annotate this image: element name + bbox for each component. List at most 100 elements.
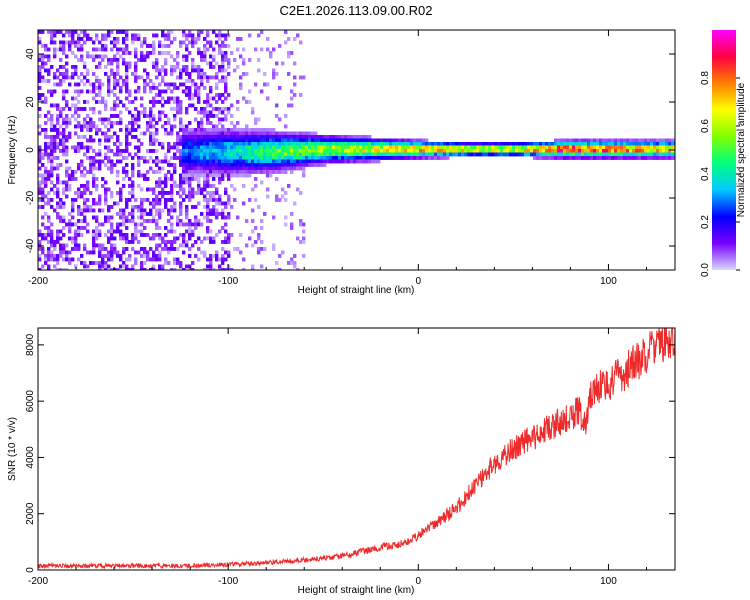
heatmap-cell [185, 166, 189, 171]
heatmap-cell [308, 159, 312, 164]
heatmap-cell [92, 247, 96, 251]
heatmap-cell [77, 124, 81, 129]
heatmap-cell [44, 170, 48, 174]
heatmap-cell [182, 128, 186, 132]
heatmap-cell [170, 187, 174, 192]
heatmap-cell [257, 68, 261, 73]
heatmap-cell [65, 100, 69, 104]
heatmap-cell [182, 180, 186, 185]
heatmap-cell [185, 58, 189, 62]
heatmap-cell [143, 268, 147, 270]
heatmap-cell [200, 107, 204, 111]
heatmap-cell [227, 145, 231, 150]
heatmap-cell [101, 44, 105, 48]
heatmap-cell [56, 163, 60, 167]
heatmap-cell [263, 152, 267, 157]
heatmap-cell [281, 149, 285, 153]
heatmap-cell [188, 236, 192, 241]
heatmap-cell [80, 135, 84, 139]
heatmap-cell [62, 138, 66, 143]
colorbar-tick-label: 0.0 [700, 263, 711, 277]
heatmap-cell [230, 205, 234, 209]
heatmap-cell [551, 145, 555, 150]
heatmap-cell [173, 142, 177, 146]
heatmap-cell [185, 180, 189, 185]
heatmap-cell [47, 145, 51, 150]
heatmap-cell [41, 247, 45, 251]
heatmap-cell [155, 75, 159, 80]
heatmap-cell [71, 114, 75, 118]
heatmap-cell [470, 152, 474, 157]
heatmap-cell [173, 257, 177, 262]
heatmap-cell [269, 54, 273, 59]
heatmap-cell [110, 233, 114, 237]
heatmap-cell [368, 149, 372, 153]
heatmap-cell [191, 128, 195, 132]
heatmap-cell [653, 145, 657, 150]
heatmap-cell [122, 177, 126, 181]
heatmap-cell [152, 40, 156, 45]
heatmap-cell [80, 58, 84, 62]
heatmap-cell [539, 152, 543, 157]
heatmap-cell [287, 163, 291, 167]
heatmap-cell [62, 40, 66, 45]
heatmap-cell [245, 135, 249, 139]
heatmap-cell [188, 254, 192, 258]
heatmap-cell [83, 65, 87, 69]
heatmap-cell [104, 187, 108, 192]
heatmap-cell [326, 135, 330, 139]
heatmap-cell [149, 219, 153, 223]
heatmap-cell [92, 159, 96, 164]
heatmap-cell [533, 152, 537, 157]
heatmap-cell [116, 103, 120, 108]
heatmap-cell [485, 149, 489, 153]
heatmap-cell [53, 240, 57, 244]
heatmap-cell [134, 198, 138, 202]
heatmap-cell [575, 145, 579, 150]
heatmap-cell [98, 54, 102, 59]
heatmap-cell [59, 114, 63, 118]
heatmap-cell [215, 135, 219, 139]
heatmap-cell [224, 257, 228, 262]
heatmap-cell [206, 226, 210, 230]
heatmap-cell [206, 212, 210, 216]
heatmap-cell [113, 247, 117, 251]
heatmap-cell [437, 145, 441, 150]
heatmap-cell [332, 149, 336, 153]
heatmap-cell [605, 138, 609, 143]
heatmap-cell [281, 135, 285, 139]
heatmap-cell [407, 156, 411, 160]
heatmap-cell [128, 177, 132, 181]
heatmap-cell [68, 30, 72, 34]
heatmap-cell [110, 58, 114, 62]
heatmap-cell [662, 156, 666, 160]
heatmap-cell [80, 173, 84, 178]
heatmap-cell [239, 173, 243, 178]
heatmap-cell [281, 145, 285, 150]
heatmap-cell [140, 229, 144, 234]
heatmap-cell [644, 145, 648, 150]
heatmap-cell [293, 37, 297, 41]
heatmap-cell [614, 145, 618, 150]
heatmap-cell [206, 131, 210, 136]
heatmap-cell [164, 33, 168, 38]
heatmap-cell [65, 61, 69, 66]
heatmap-cell [71, 205, 75, 209]
heatmap-cell [83, 117, 87, 122]
heatmap-cell [62, 233, 66, 237]
heatmap-cell [557, 152, 561, 157]
heatmap-cell [41, 93, 45, 97]
heatmap-cell [557, 138, 561, 143]
heatmap-cell [68, 226, 72, 230]
heatmap-cell [47, 257, 51, 262]
heatmap-cell [59, 247, 63, 251]
heatmap-cell [47, 30, 51, 34]
heatmap-cell [113, 142, 117, 146]
heatmap-cell [203, 114, 207, 118]
heatmap-cell [191, 142, 195, 146]
heatmap-cell [41, 194, 45, 199]
heatmap-cell [404, 149, 408, 153]
heatmap-cell [167, 198, 171, 202]
heatmap-cell [158, 226, 162, 230]
